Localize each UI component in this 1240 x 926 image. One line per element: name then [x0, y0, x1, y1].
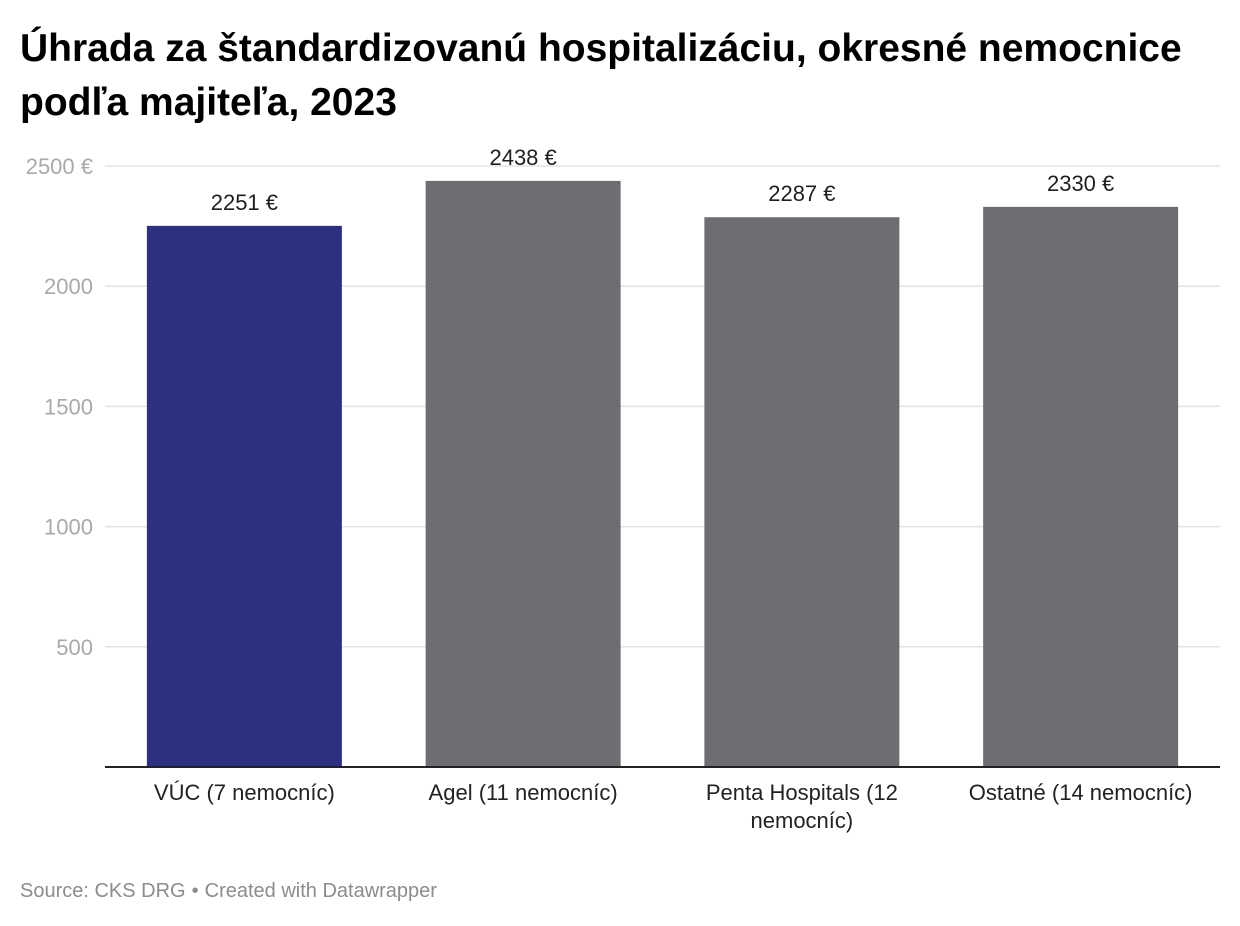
bar [983, 206, 1179, 768]
x-tick-label: Penta Hospitals (12 [706, 780, 898, 805]
bars [146, 180, 1179, 768]
y-tick-label: 2500 € [26, 154, 93, 179]
y-tick-label: 2000 [44, 274, 93, 299]
x-tick-label: VÚC (7 nemocníc) [154, 780, 335, 805]
x-tick-label: nemocníc) [751, 808, 854, 833]
footer-separator: • [191, 880, 199, 902]
value-label: 2251 € [211, 190, 278, 215]
value-label: 2287 € [768, 181, 835, 206]
value-label: 2438 € [489, 145, 556, 170]
labels: 500 1000 1500 2000 2500 € 2251 € VÚC (7 nemocn… [26, 145, 1220, 833]
x-tick-label: Ostatné (14 nemocníc) [969, 780, 1193, 805]
bar [146, 225, 342, 767]
value-label: 2330 € [1047, 171, 1114, 196]
source-text: Source: CKS DRG [20, 880, 186, 902]
x-tick-label: Agel (11 nemocníc) [429, 780, 618, 805]
y-tick-label: 1500 [44, 394, 93, 419]
y-tick-label: 500 [56, 635, 93, 660]
bar [425, 180, 621, 768]
y-tick-label: 1000 [44, 515, 93, 540]
credit-text: Created with Datawrapper [204, 880, 437, 902]
bar [704, 217, 900, 767]
chart-footer: Source: CKS DRG • Created with Datawrapper [20, 880, 437, 903]
chart-title: Úhrada za štandardizovanú hospitalizáciu… [20, 27, 1182, 124]
